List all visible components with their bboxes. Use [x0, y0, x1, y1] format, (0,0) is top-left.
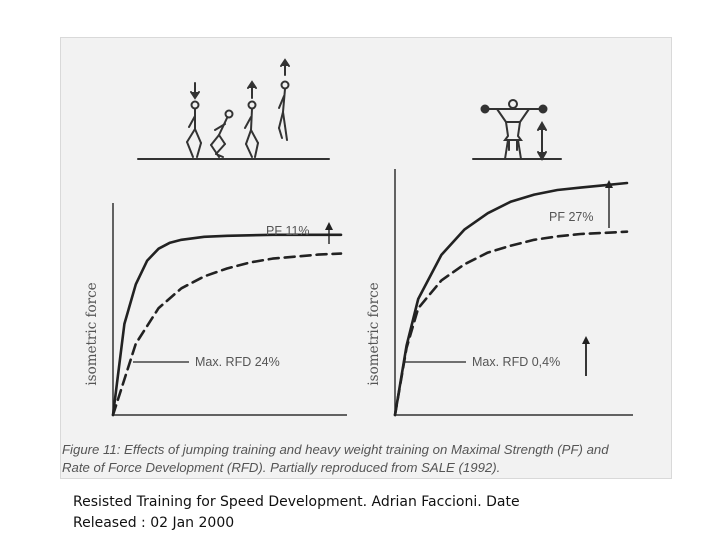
- chart-1-series-solid: [111, 233, 343, 417]
- jumping-figures-icon: [137, 58, 330, 160]
- chart-1-pf-label: PF 11%: [266, 224, 310, 238]
- chart-1-y-label: isometric force: [84, 282, 100, 385]
- caption-line-2: Rate of Force Development (RFD). Partial…: [62, 459, 501, 475]
- slide-footer: Resisted Training for Speed Development.…: [73, 492, 593, 534]
- caption-line-1: Figure 11: Effects of jumping training a…: [62, 442, 609, 457]
- chart-1-rfd-label: Max. RFD 24%: [195, 355, 280, 369]
- charts-layer: isometric force PF 11% Max. RFD 24% isometr…: [84, 169, 633, 417]
- figure-graphic: isometric force PF 11% Max. RFD 24% isometr…: [84, 58, 633, 417]
- chart-2-y-label: isometric force: [366, 282, 382, 385]
- chart-2-series-solid: [393, 181, 629, 417]
- footer-line-1: Resisted Training for Speed Development.…: [73, 494, 520, 510]
- weightlifter-icon: [472, 99, 562, 162]
- figure-panel: isometric force PF 11% Max. RFD 24% isometr…: [60, 37, 672, 479]
- chart-2-pf-label: PF 27%: [549, 210, 593, 224]
- footer-line-2: Released : 02 Jan 2000: [73, 515, 235, 531]
- chart-1-series-dashed: [111, 252, 343, 417]
- chart-2-series-dashed: [393, 230, 629, 417]
- chart-2-rfd-label: Max. RFD 0,4%: [472, 355, 560, 369]
- figure-caption: Figure 11: Effects of jumping training a…: [62, 441, 672, 476]
